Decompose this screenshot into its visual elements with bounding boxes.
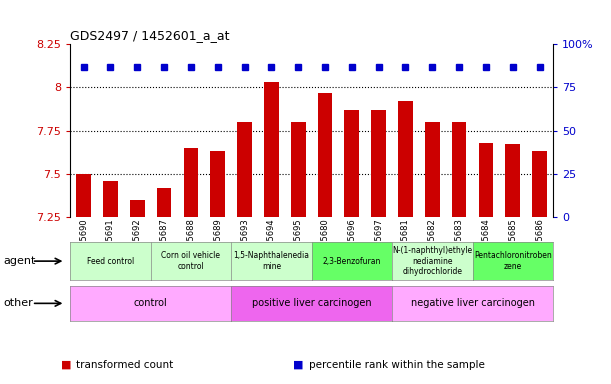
Text: GDS2497 / 1452601_a_at: GDS2497 / 1452601_a_at	[70, 28, 230, 41]
Bar	[478, 143, 493, 217]
Bar	[157, 188, 172, 217]
Text: Corn oil vehicle
control: Corn oil vehicle control	[161, 252, 221, 271]
Text: control: control	[134, 298, 167, 308]
Text: ■: ■	[61, 360, 71, 370]
Bar	[103, 181, 118, 217]
Text: agent: agent	[3, 256, 35, 266]
Text: ■: ■	[293, 360, 304, 370]
Bar	[264, 82, 279, 217]
Text: Pentachloronitroben
zene: Pentachloronitroben zene	[474, 252, 552, 271]
Bar	[130, 200, 145, 217]
Bar	[505, 144, 520, 217]
Text: other: other	[3, 298, 33, 308]
Text: N-(1-naphthyl)ethyle
nediamine
dihydrochloride: N-(1-naphthyl)ethyle nediamine dihydroch…	[392, 246, 472, 276]
Bar	[532, 151, 547, 217]
Bar	[237, 122, 252, 217]
Bar	[210, 151, 225, 217]
Text: 2,3-Benzofuran: 2,3-Benzofuran	[323, 257, 381, 266]
Bar	[76, 174, 91, 217]
Text: percentile rank within the sample: percentile rank within the sample	[309, 360, 485, 370]
Bar	[183, 148, 199, 217]
Text: positive liver carcinogen: positive liver carcinogen	[252, 298, 371, 308]
Text: transformed count: transformed count	[76, 360, 174, 370]
Text: 1,5-Naphthalenedia
mine: 1,5-Naphthalenedia mine	[233, 252, 309, 271]
Text: negative liver carcinogen: negative liver carcinogen	[411, 298, 535, 308]
Bar	[318, 93, 332, 217]
Bar	[398, 101, 413, 217]
Bar	[291, 122, 306, 217]
Text: Feed control: Feed control	[87, 257, 134, 266]
Bar	[345, 110, 359, 217]
Bar	[452, 122, 466, 217]
Bar	[425, 122, 440, 217]
Bar	[371, 110, 386, 217]
